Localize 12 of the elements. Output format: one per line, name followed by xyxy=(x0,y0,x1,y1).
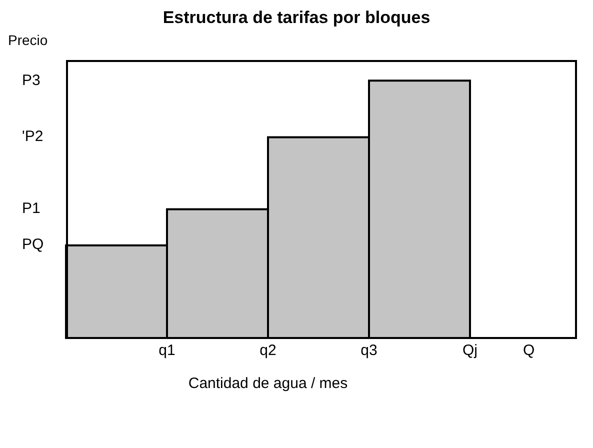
text: P1 xyxy=(22,200,40,218)
text: PQ xyxy=(22,236,44,254)
text: q3 xyxy=(360,342,378,360)
x-axis-title: Cantidad de agua / mes xyxy=(188,375,348,392)
text: 'P2 xyxy=(22,128,44,146)
text: P3 xyxy=(22,72,40,90)
y-axis-title: Precio xyxy=(8,32,48,48)
text: Qj xyxy=(462,342,478,360)
chart-title: Estructura de tarifas por bloques xyxy=(162,8,432,29)
text: q2 xyxy=(258,342,278,360)
text: Q xyxy=(522,342,536,360)
text: q1 xyxy=(158,342,176,360)
